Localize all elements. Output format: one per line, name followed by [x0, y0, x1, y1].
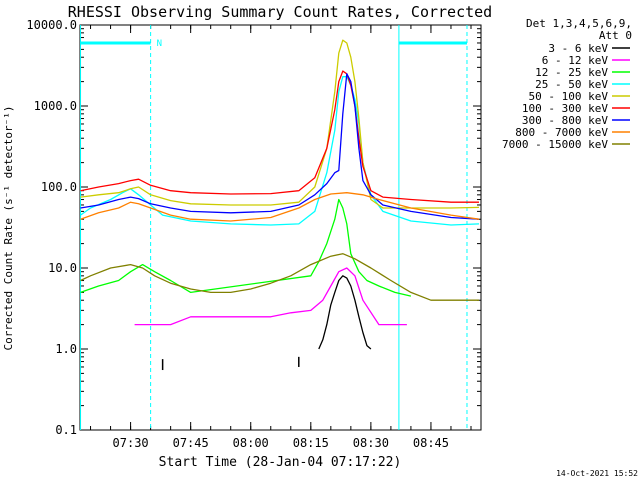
y-tick-label: 0.1 [55, 423, 77, 437]
series-line-25-50-kev [80, 76, 480, 226]
x-tick-label: 08:30 [353, 436, 389, 450]
series-line-6-12-kev [134, 267, 407, 326]
x-tick-label: 07:30 [113, 436, 149, 450]
markers: N [80, 25, 468, 430]
y-axis: 10000.0 1000.0 100.0 10.0 1.0 0.1 [26, 18, 481, 437]
legend-item-label: 6 - 12 keV [542, 54, 609, 67]
legend-item-label: 50 - 100 keV [529, 90, 609, 103]
y-tick-label: 10000.0 [26, 18, 77, 32]
night-bar-label: N [157, 39, 162, 49]
legend-item-label: 25 - 50 keV [535, 78, 608, 91]
legend-item-label: 100 - 300 keV [522, 102, 608, 115]
legend-header-1: Det 1,3,4,5,6,9, [526, 17, 632, 30]
series-line-12-25-kev [80, 198, 412, 297]
x-tick-label: 08:00 [233, 436, 269, 450]
plot-frame [79, 24, 482, 431]
series-line-3-6-kev [318, 275, 372, 350]
legend-item-label: 12 - 25 keV [535, 66, 608, 79]
x-axis-label: Start Time (28-Jan-04 07:17:22) [159, 455, 402, 470]
x-tick-label: 08:15 [293, 436, 329, 450]
series-layer [80, 39, 480, 350]
x-tick-label: 08:45 [413, 436, 449, 450]
x-tick-label: 07:45 [173, 436, 209, 450]
legend-item-label: 3 - 6 keV [548, 42, 608, 55]
y-tick-label: 10.0 [48, 261, 77, 275]
series-line-800-7000-kev [80, 192, 480, 222]
y-tick-label: 1.0 [55, 342, 77, 356]
series-line-7000-15000-kev [80, 253, 479, 301]
legend-item-label: 800 - 7000 keV [515, 126, 608, 139]
footer-timestamp: 14-Oct-2021 15:52 [556, 469, 638, 478]
series-line-300-800-kev [80, 73, 480, 220]
legend-item-label: 7000 - 15000 keV [502, 138, 608, 151]
y-axis-label: Corrected Count Rate (s⁻¹ detector⁻¹) [2, 105, 15, 350]
series-line-100-300-kev [80, 70, 479, 203]
x-axis: 07:30 07:45 08:00 08:15 08:30 08:45 [90, 25, 472, 450]
legend-item-label: 300 - 800 keV [522, 114, 608, 127]
y-tick-label: 1000.0 [34, 99, 77, 113]
legend-header-2: Att 0 [599, 29, 632, 42]
chart-title: RHESSI Observing Summary Count Rates, Co… [68, 3, 492, 21]
y-tick-label: 100.0 [41, 180, 77, 194]
series-line-50-100-kev [80, 39, 480, 209]
